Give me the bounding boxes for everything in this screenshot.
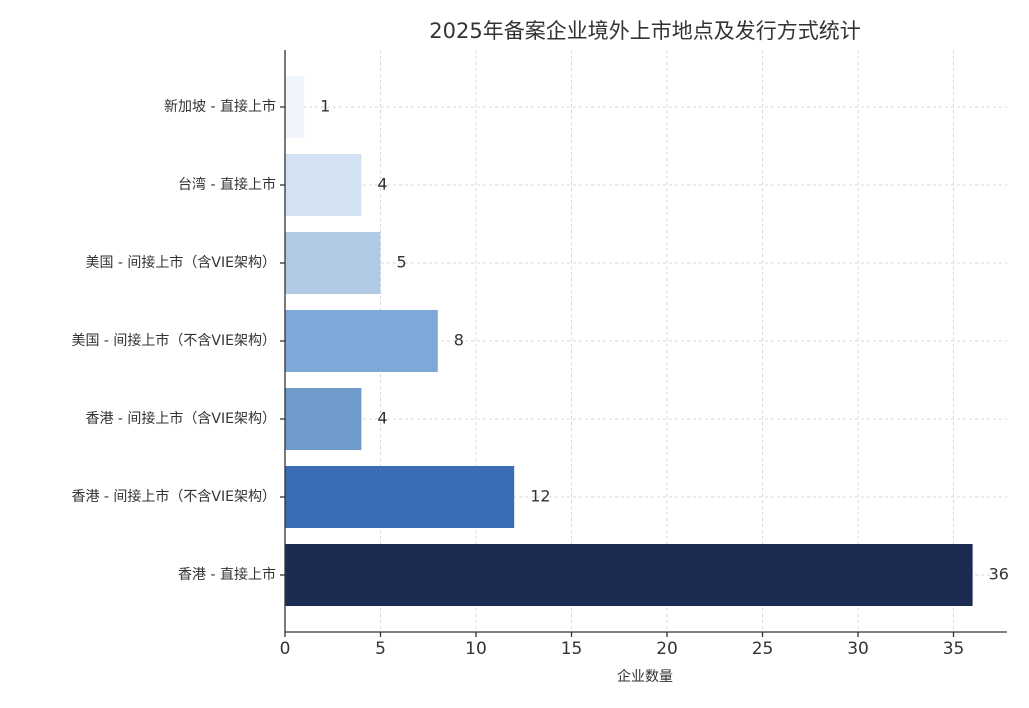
bar (285, 544, 973, 606)
bar (285, 154, 362, 216)
y-tick-label: 台湾 - 直接上市 (178, 176, 276, 193)
x-tick-label: 15 (561, 639, 583, 659)
x-axis-label: 企业数量 (617, 668, 673, 685)
x-tick-label: 5 (375, 639, 386, 659)
chart-title: 2025年备案企业境外上市地点及发行方式统计 (429, 19, 860, 43)
value-label: 8 (454, 331, 464, 350)
y-tick-label: 香港 - 间接上市（不含VIE架构） (71, 488, 276, 505)
bar (285, 388, 362, 450)
value-label: 4 (377, 175, 387, 194)
x-tick-label: 0 (280, 639, 291, 659)
x-tick-label: 25 (752, 639, 774, 659)
y-tick-label: 香港 - 直接上市 (178, 566, 276, 583)
value-label: 12 (530, 487, 550, 506)
bar (285, 310, 438, 372)
value-label: 1 (320, 97, 330, 116)
value-label: 4 (377, 409, 387, 428)
x-tick-label: 20 (656, 639, 678, 659)
y-tick-label: 美国 - 间接上市（不含VIE架构） (71, 332, 276, 349)
x-tick-label: 10 (465, 639, 487, 659)
x-tick-label: 35 (943, 639, 965, 659)
x-tick-label: 30 (847, 639, 869, 659)
value-label: 36 (989, 565, 1009, 584)
value-label: 5 (397, 253, 407, 272)
y-tick-label: 美国 - 间接上市（含VIE架构） (85, 254, 276, 271)
bar (285, 466, 515, 528)
y-tick-label: 新加坡 - 直接上市 (164, 98, 276, 115)
bar (285, 76, 305, 138)
y-tick-label: 香港 - 间接上市（含VIE架构） (85, 410, 276, 427)
bar (285, 232, 381, 294)
